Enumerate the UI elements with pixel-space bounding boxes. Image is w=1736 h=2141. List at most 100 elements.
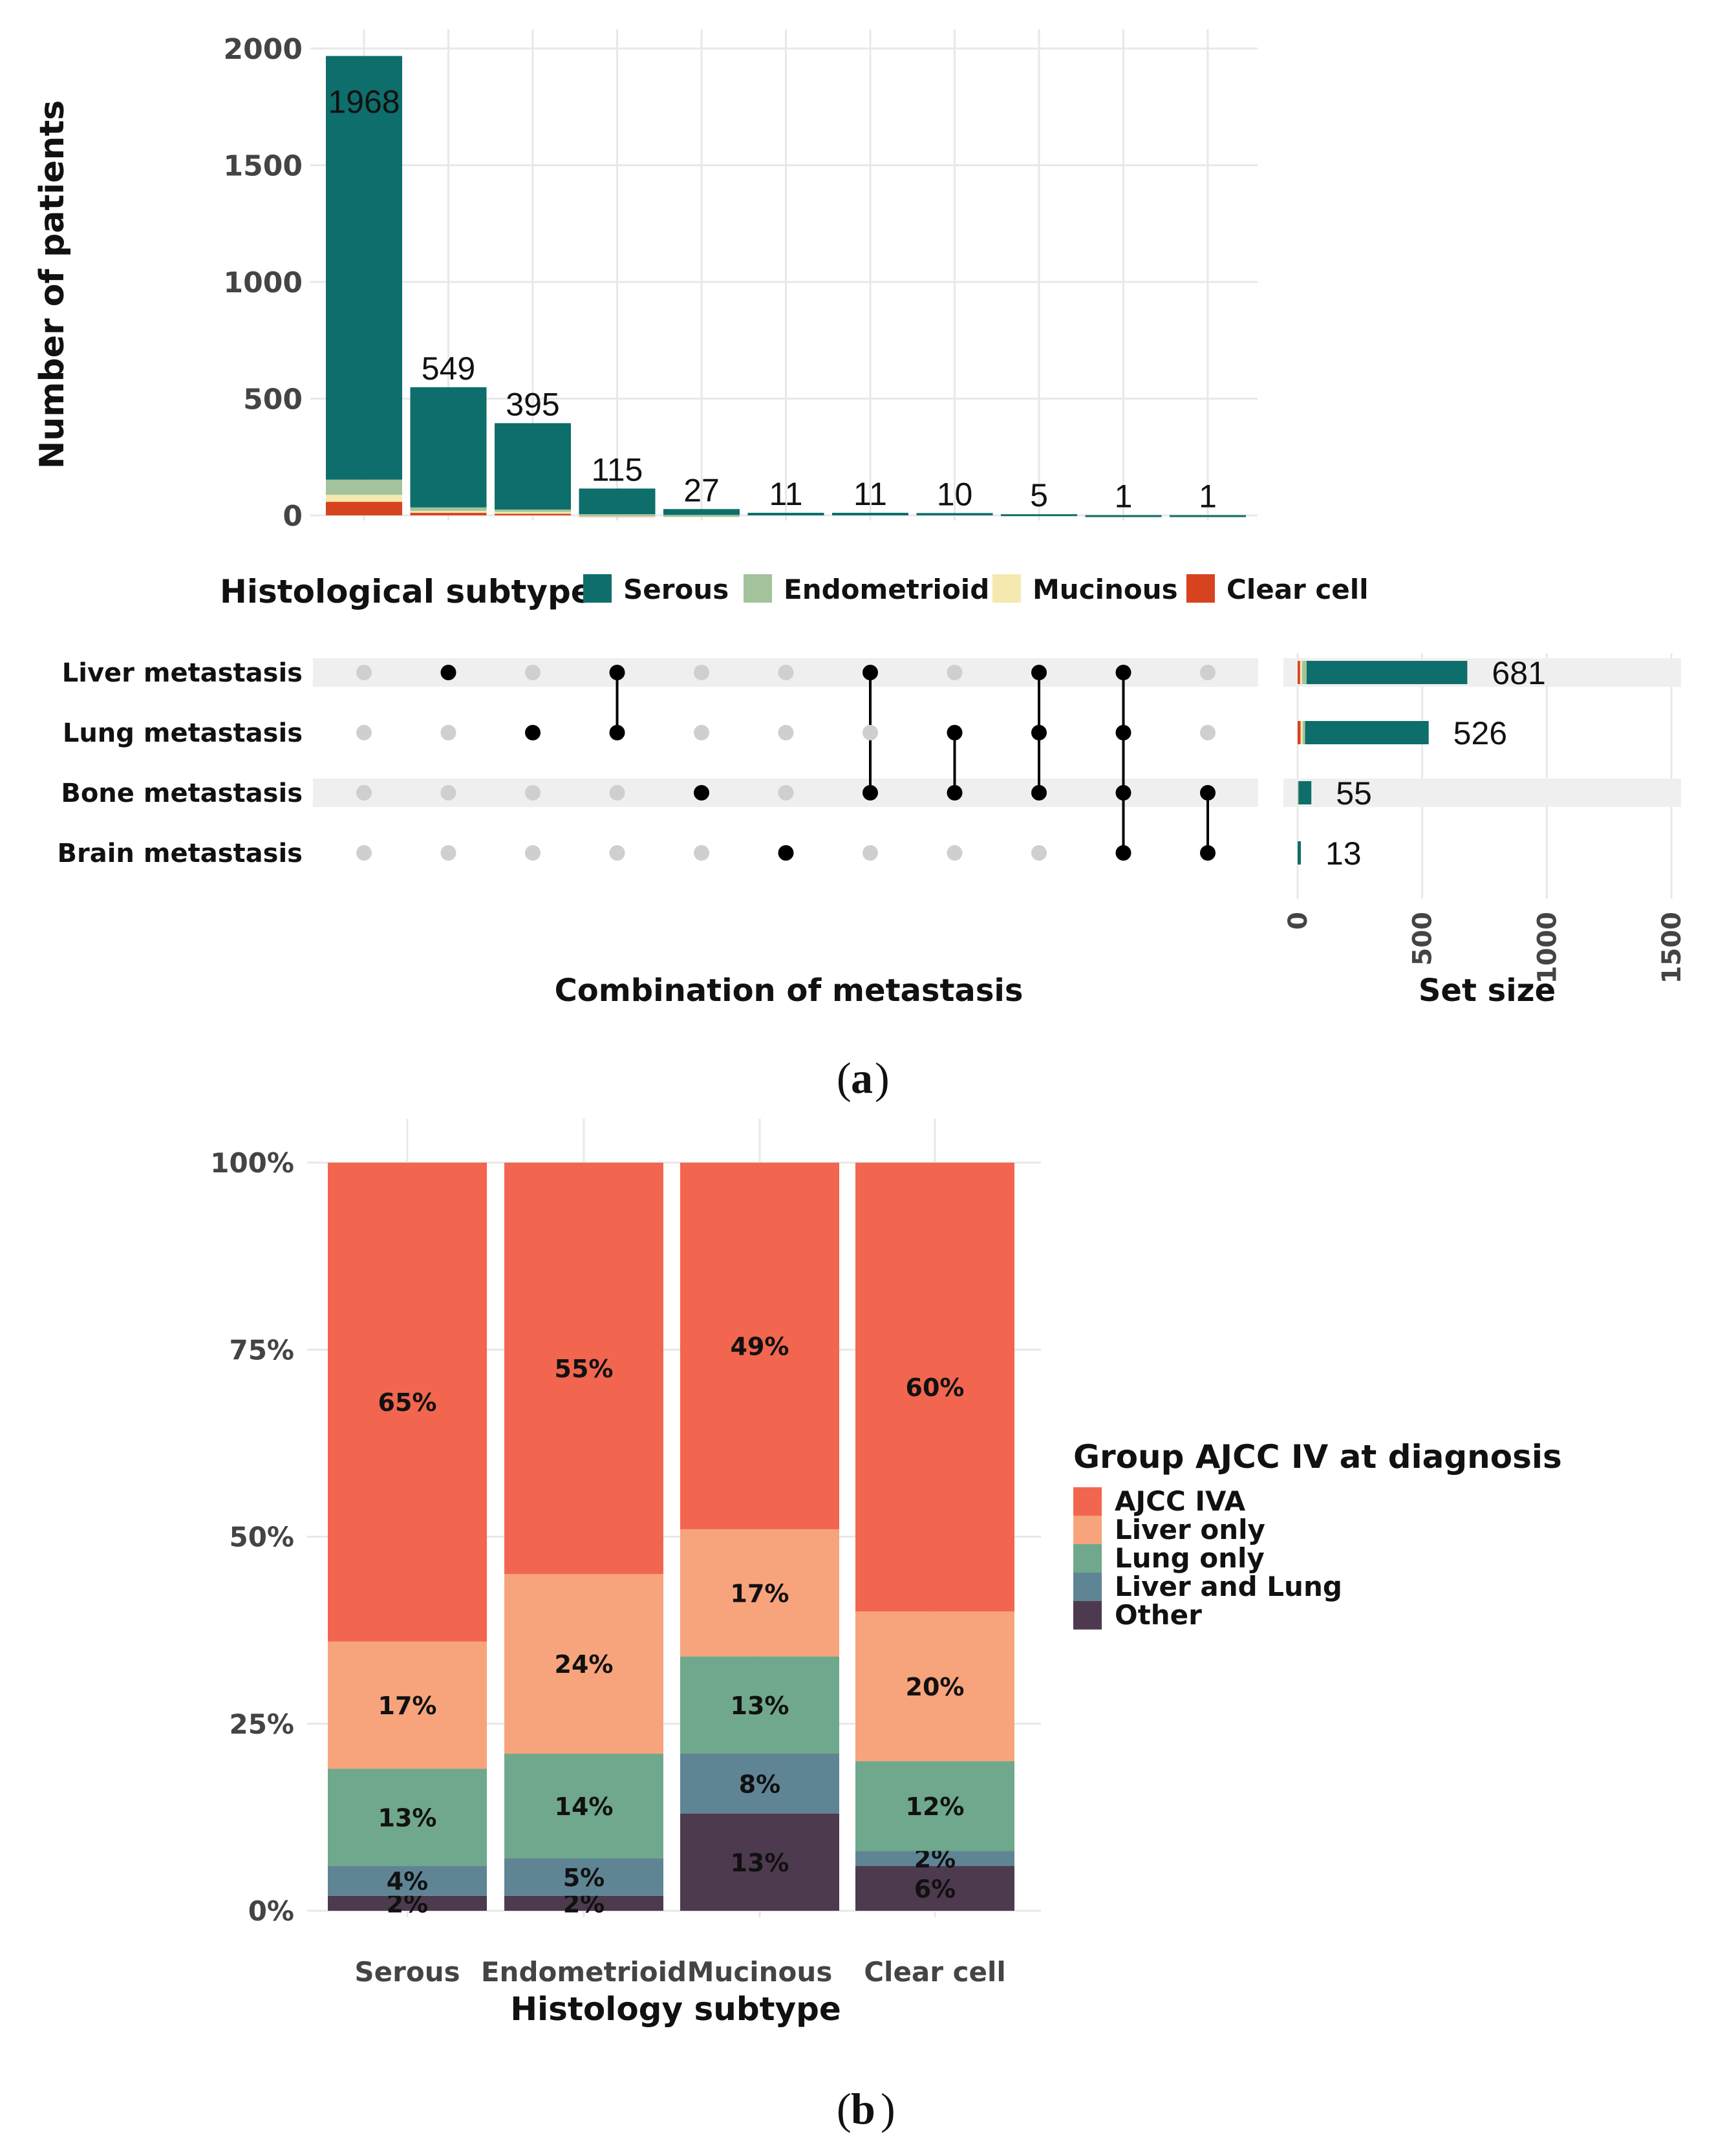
stacked-segment xyxy=(680,1529,839,1657)
bar-total-label: 115 xyxy=(592,451,643,488)
set-size-segment xyxy=(1302,721,1305,744)
segment-label: 13% xyxy=(378,1803,437,1832)
matrix-dot-inactive xyxy=(1200,665,1216,680)
bar-segment-mucinous xyxy=(495,511,571,514)
legend-swatch xyxy=(1073,1516,1102,1544)
legend-label: Clear cell xyxy=(1227,574,1369,605)
set-size-chart: 0 500 1000 1500 681 526 55 13 xyxy=(1283,653,1687,984)
matrix-dot-inactive xyxy=(863,725,878,740)
set-label: Lung metastasis xyxy=(63,718,303,748)
set-size-segment xyxy=(1300,661,1302,684)
matrix-dot-inactive xyxy=(778,785,794,801)
legend-label: Endometrioid xyxy=(784,574,989,605)
stacked-x-axis-title: Histology subtype xyxy=(510,1990,841,2028)
matrix-dot-inactive xyxy=(356,725,372,740)
matrix-dot-active xyxy=(1115,725,1131,740)
matrix-dot-active xyxy=(609,665,625,680)
stacked-segment xyxy=(680,1656,839,1754)
y-tick-label: 2000 xyxy=(224,33,303,66)
bar-total-label: 1968 xyxy=(328,84,400,120)
matrix-dot-active xyxy=(947,785,963,801)
caption-a-letter: a xyxy=(851,1053,873,1103)
segment-label: 8% xyxy=(739,1770,781,1798)
y-tick-label: 500 xyxy=(243,383,303,416)
stacked-segment xyxy=(680,1163,839,1529)
matrix-dot-active xyxy=(1031,725,1047,740)
matrix-dot-active xyxy=(863,665,878,680)
stacked-segment xyxy=(504,1895,663,1911)
set-size-segment xyxy=(1302,661,1307,684)
upset-matrix: Liver metastasis Lung metastasis Bone meta… xyxy=(58,658,1258,868)
legend-label: AJCC IVA xyxy=(1115,1485,1246,1517)
matrix-dot-inactive xyxy=(525,785,541,801)
set-size-tick-label: 0 xyxy=(1283,912,1313,930)
matrix-dot-active xyxy=(1200,785,1216,801)
matrix-dot-inactive xyxy=(1200,725,1216,740)
bar-total-label: 27 xyxy=(683,472,720,508)
set-size-value-label: 681 xyxy=(1492,655,1545,691)
matrix-dot-active xyxy=(863,785,878,801)
segment-label: 5% xyxy=(563,1864,605,1892)
bar-total-label: 395 xyxy=(506,386,559,422)
set-size-tick-label: 1000 xyxy=(1532,912,1562,984)
segment-label: 17% xyxy=(378,1692,437,1720)
bar-segment-endometrioid xyxy=(495,509,571,512)
matrix-dot-inactive xyxy=(440,845,456,861)
stacked-segment xyxy=(328,1769,487,1866)
legend-swatch xyxy=(1073,1573,1102,1601)
set-label: Brain metastasis xyxy=(58,839,303,868)
bar-total-label: 11 xyxy=(853,476,887,512)
x-tick-label: Serous xyxy=(354,1956,460,1988)
matrix-dot-inactive xyxy=(356,845,372,861)
matrix-dot-inactive xyxy=(525,845,541,861)
set-size-segment xyxy=(1300,721,1303,744)
y-tick-label: 75% xyxy=(229,1334,294,1366)
legend-label: Serous xyxy=(623,574,729,605)
matrix-dot-inactive xyxy=(863,845,878,861)
bar-segment-serous xyxy=(1085,515,1162,517)
matrix-dot-active xyxy=(1115,665,1131,680)
bar-segment-serous xyxy=(410,387,487,508)
matrix-dot-active xyxy=(1115,845,1131,861)
set-size-segment xyxy=(1305,721,1429,744)
matrix-dot-inactive xyxy=(440,725,456,740)
set-size-stripe xyxy=(1283,779,1681,807)
caption-b: ( b ) xyxy=(837,2084,895,2133)
segment-label: 12% xyxy=(906,1792,965,1821)
stacked-segment xyxy=(328,1641,487,1769)
set-size-segment xyxy=(1298,781,1300,804)
stacked-segment xyxy=(504,1858,663,1896)
ajcc-legend-title: Group AJCC IV at diagnosis xyxy=(1073,1438,1562,1476)
set-size-value-label: 526 xyxy=(1453,715,1507,751)
stacked-segment xyxy=(855,1851,1014,1866)
subtype-legend: Histological subtype Serous Endometrioid M… xyxy=(220,573,1369,610)
legend-swatch xyxy=(1073,1601,1102,1630)
bar-segment-serous xyxy=(1170,515,1246,517)
segment-label: 14% xyxy=(555,1792,614,1821)
y-tick-label: 50% xyxy=(229,1522,294,1553)
stacked-segment xyxy=(855,1611,1014,1761)
set-size-tick-label: 500 xyxy=(1408,912,1438,966)
matrix-dot-active xyxy=(525,725,541,740)
bar-segment-serous xyxy=(916,513,993,515)
bar-segment-serous xyxy=(1001,514,1077,517)
matrix-dot-inactive xyxy=(356,785,372,801)
segment-label: 4% xyxy=(387,1867,429,1896)
matrix-dot-inactive xyxy=(947,845,963,861)
matrix-dot-inactive xyxy=(609,785,625,801)
x-tick-label: Clear cell xyxy=(864,1956,1006,1988)
bar-segment-serous xyxy=(326,56,402,480)
bar-total-label: 1 xyxy=(1199,479,1217,515)
matrix-dot-active xyxy=(1031,785,1047,801)
matrix-dot-inactive xyxy=(694,725,709,740)
set-label: Liver metastasis xyxy=(62,658,303,688)
y-tick-label: 0% xyxy=(248,1895,294,1927)
matrix-dot-active xyxy=(1031,665,1047,680)
segment-label: 13% xyxy=(731,1692,789,1720)
bar-segment-endometrioid xyxy=(410,507,487,511)
segment-label: 49% xyxy=(731,1332,789,1361)
caption-b-letter: b xyxy=(851,2084,875,2133)
svg-text:): ) xyxy=(881,2084,895,2133)
y-tick-label: 1000 xyxy=(224,266,303,299)
